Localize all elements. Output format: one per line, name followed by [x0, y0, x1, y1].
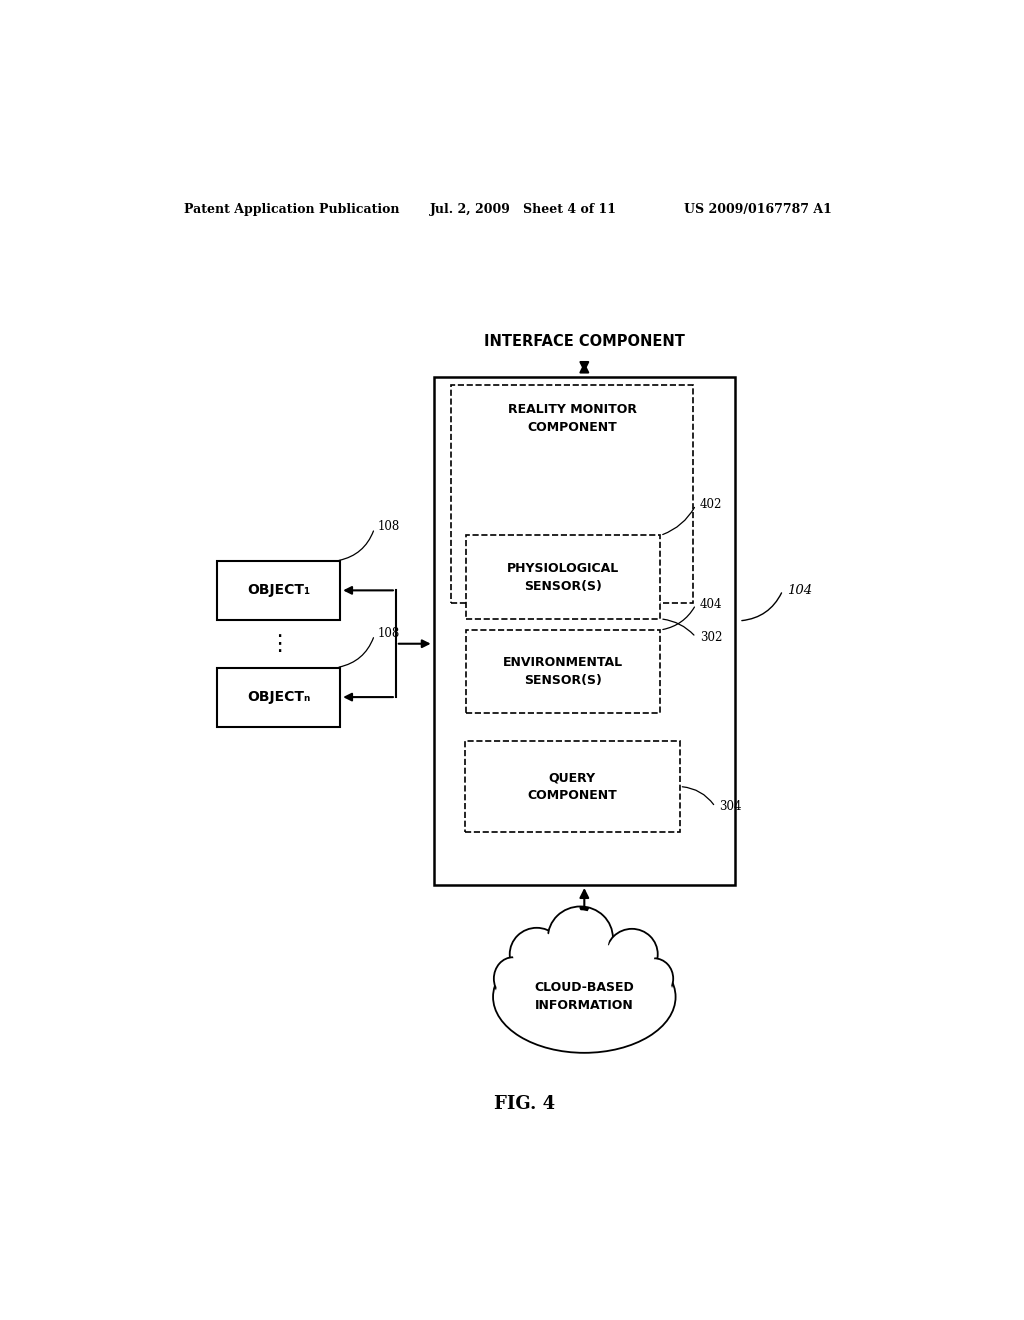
Text: INFORMATION GATHER
COMPONENT: INFORMATION GATHER COMPONENT — [500, 422, 670, 454]
Text: ENVIRONMENTAL
SENSOR(S): ENVIRONMENTAL SENSOR(S) — [503, 656, 623, 688]
Ellipse shape — [493, 941, 676, 1053]
Text: 304: 304 — [719, 800, 741, 813]
Bar — [433, 378, 735, 886]
Text: 108: 108 — [378, 520, 399, 533]
Text: 108: 108 — [378, 627, 399, 640]
Ellipse shape — [513, 931, 560, 978]
Text: 402: 402 — [699, 499, 722, 511]
Ellipse shape — [609, 932, 654, 977]
Text: 404: 404 — [699, 598, 722, 611]
Text: CLOUD-BASED
INFORMATION: CLOUD-BASED INFORMATION — [535, 982, 634, 1012]
Text: 302: 302 — [699, 631, 722, 644]
Ellipse shape — [510, 928, 563, 981]
Bar — [465, 741, 680, 833]
Text: OBJECT₁: OBJECT₁ — [247, 583, 310, 598]
Ellipse shape — [548, 907, 613, 969]
Ellipse shape — [497, 960, 529, 998]
Text: FIG. 4: FIG. 4 — [495, 1094, 555, 1113]
Bar — [217, 668, 340, 726]
Text: PHYSIOLOGICAL
SENSOR(S): PHYSIOLOGICAL SENSOR(S) — [507, 561, 620, 593]
Bar — [452, 384, 693, 603]
Bar — [466, 630, 660, 713]
Ellipse shape — [606, 929, 657, 979]
Text: QUERY
COMPONENT: QUERY COMPONENT — [527, 771, 617, 803]
Text: 104: 104 — [786, 583, 812, 597]
Bar — [217, 561, 340, 620]
Ellipse shape — [496, 944, 674, 1051]
Ellipse shape — [552, 911, 609, 966]
Text: INTERFACE COMPONENT: INTERFACE COMPONENT — [484, 334, 685, 348]
Ellipse shape — [494, 957, 531, 1001]
Text: US 2009/0167787 A1: US 2009/0167787 A1 — [684, 203, 831, 215]
Bar — [466, 536, 660, 619]
Text: Patent Application Publication: Patent Application Publication — [183, 203, 399, 215]
Text: ⋮: ⋮ — [267, 634, 290, 653]
Text: Jul. 2, 2009   Sheet 4 of 11: Jul. 2, 2009 Sheet 4 of 11 — [430, 203, 616, 215]
Ellipse shape — [637, 961, 671, 997]
Text: REALITY MONITOR
COMPONENT: REALITY MONITOR COMPONENT — [508, 403, 637, 434]
Ellipse shape — [635, 958, 673, 999]
Text: OBJECTₙ: OBJECTₙ — [247, 690, 310, 704]
